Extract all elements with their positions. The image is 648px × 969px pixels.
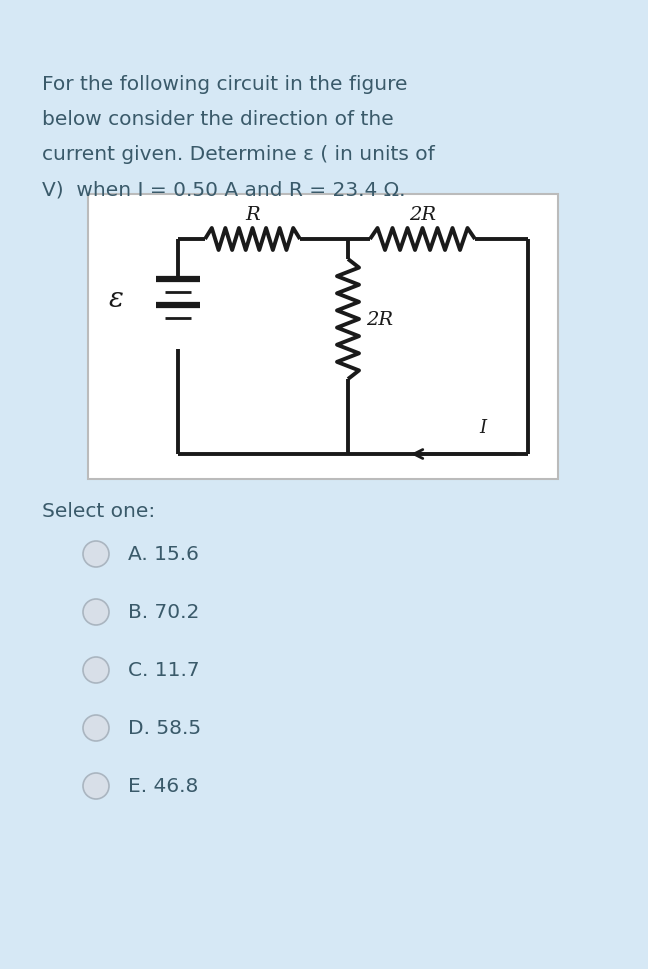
Text: For the following circuit in the figure: For the following circuit in the figure bbox=[42, 75, 408, 94]
Circle shape bbox=[83, 773, 109, 799]
Text: I: I bbox=[480, 419, 487, 437]
Text: B. 70.2: B. 70.2 bbox=[128, 603, 200, 622]
Circle shape bbox=[83, 715, 109, 741]
Text: Select one:: Select one: bbox=[42, 502, 156, 520]
Circle shape bbox=[83, 657, 109, 683]
Text: 2R: 2R bbox=[366, 311, 393, 328]
Circle shape bbox=[83, 542, 109, 568]
Text: ε: ε bbox=[109, 286, 123, 313]
Text: V)  when I = 0.50 A and R = 23.4 Ω.: V) when I = 0.50 A and R = 23.4 Ω. bbox=[42, 180, 406, 199]
Text: C. 11.7: C. 11.7 bbox=[128, 661, 200, 680]
Text: E. 46.8: E. 46.8 bbox=[128, 777, 198, 796]
FancyBboxPatch shape bbox=[88, 195, 558, 480]
Circle shape bbox=[83, 600, 109, 625]
Text: current given. Determine ε ( in units of: current given. Determine ε ( in units of bbox=[42, 144, 435, 164]
Text: below consider the direction of the: below consider the direction of the bbox=[42, 109, 394, 129]
Text: 2R: 2R bbox=[409, 205, 436, 224]
FancyBboxPatch shape bbox=[6, 6, 642, 963]
Text: A. 15.6: A. 15.6 bbox=[128, 545, 199, 564]
Text: D. 58.5: D. 58.5 bbox=[128, 719, 201, 737]
Text: R: R bbox=[245, 205, 260, 224]
